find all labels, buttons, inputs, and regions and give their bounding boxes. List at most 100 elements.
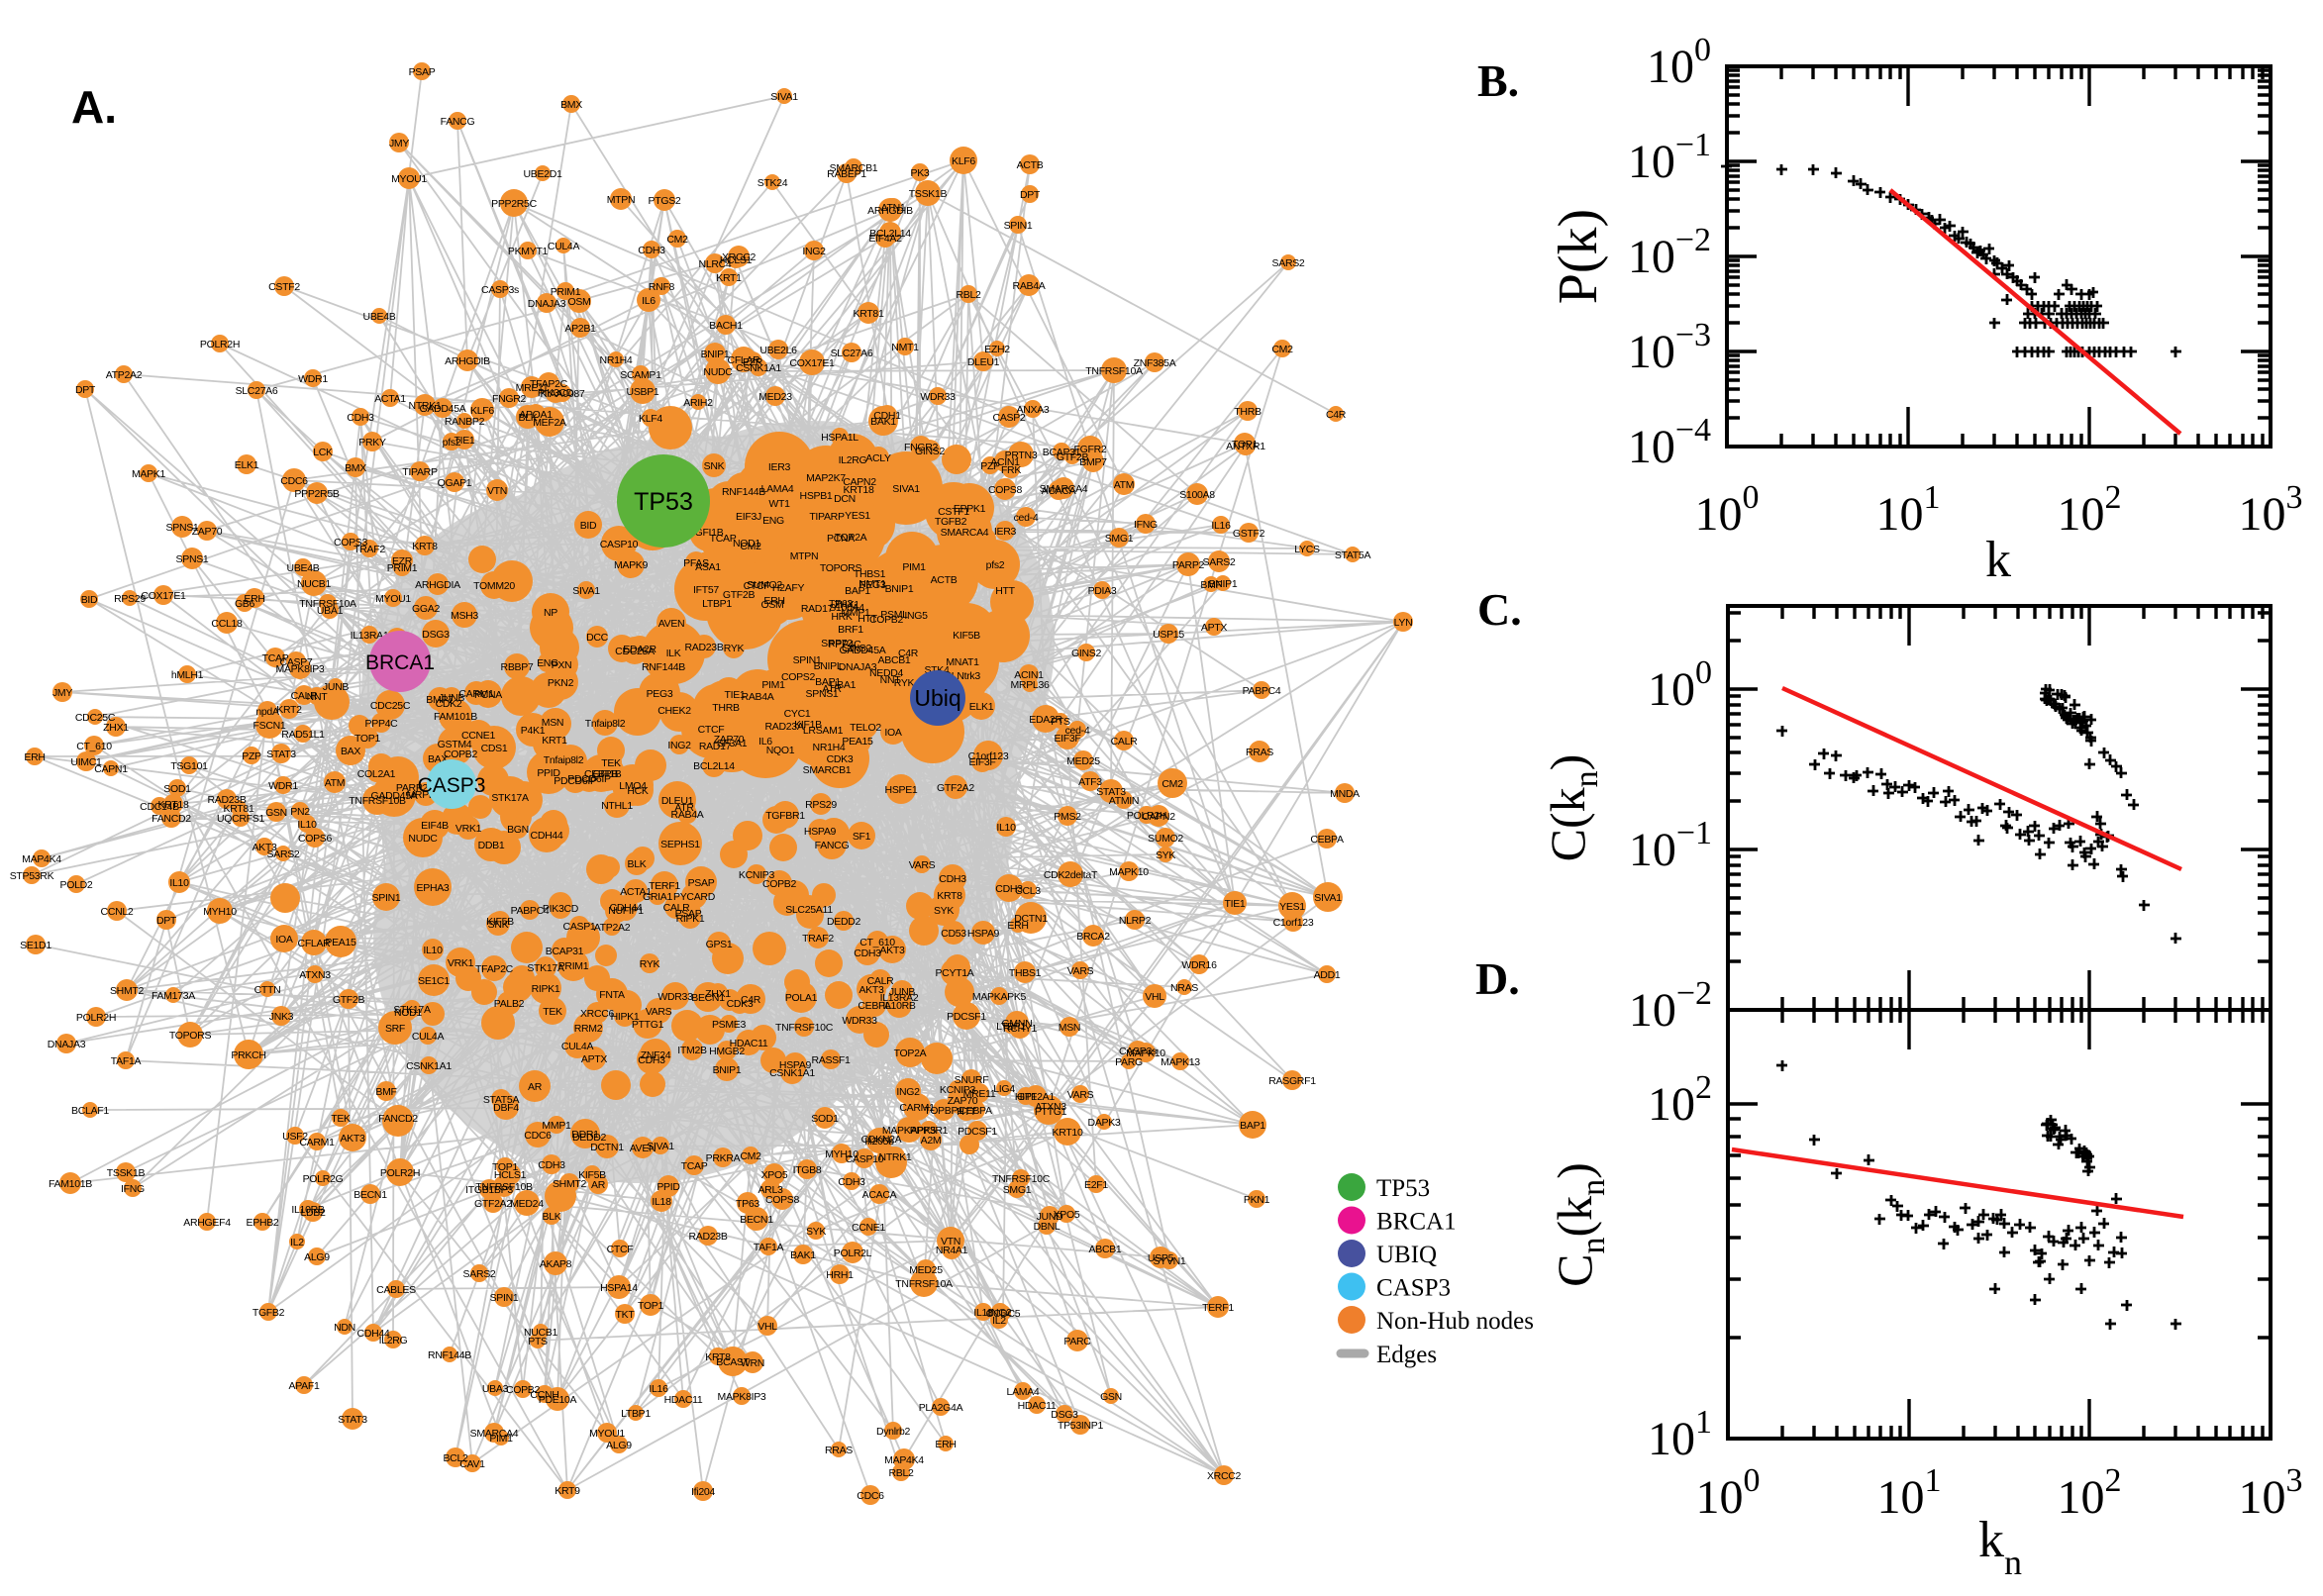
- svg-text:CASP2: CASP2: [993, 412, 1026, 424]
- svg-text:MAP2K7: MAP2K7: [806, 472, 846, 484]
- svg-text:ARHGDIA: ARHGDIA: [415, 579, 460, 591]
- svg-text:PTTG1: PTTG1: [632, 1019, 664, 1031]
- svg-text:C1orf123: C1orf123: [968, 750, 1009, 762]
- svg-text:ANTXR1: ANTXR1: [1226, 441, 1265, 452]
- svg-text:PCNA: PCNA: [474, 689, 502, 701]
- svg-text:BMP7: BMP7: [1079, 456, 1107, 468]
- svg-text:BRCA1: BRCA1: [1376, 1209, 1457, 1236]
- svg-text:ACTB: ACTB: [931, 574, 958, 586]
- svg-text:KRT8: KRT8: [705, 1351, 731, 1363]
- svg-text:USBP1: USBP1: [627, 386, 659, 398]
- svg-text:JUNB: JUNB: [323, 681, 350, 693]
- svg-text:FNGR2: FNGR2: [904, 442, 939, 453]
- svg-text:FSCN1: FSCN1: [253, 720, 286, 732]
- svg-text:CDH3: CDH3: [638, 245, 665, 256]
- svg-text:HCLS1: HCLS1: [494, 1169, 527, 1181]
- svg-text:WRN: WRN: [741, 1357, 764, 1369]
- svg-text:SNK: SNK: [488, 919, 509, 931]
- svg-text:AKT3: AKT3: [858, 984, 884, 996]
- svg-text:SIVA1: SIVA1: [892, 483, 920, 495]
- svg-text:CARM1: CARM1: [458, 688, 494, 700]
- svg-text:RAD51L1: RAD51L1: [281, 729, 325, 741]
- svg-text:CALR: CALR: [867, 975, 895, 987]
- svg-text:CABLES: CABLES: [376, 1284, 416, 1296]
- svg-text:PRKY: PRKY: [358, 437, 386, 449]
- svg-text:OSM: OSM: [760, 599, 783, 611]
- svg-text:SYK: SYK: [806, 1226, 826, 1238]
- svg-text:COPB2: COPB2: [506, 1384, 541, 1396]
- svg-text:DPT: DPT: [156, 915, 177, 927]
- svg-text:S100A8: S100A8: [1179, 489, 1215, 501]
- svg-text:MAPKAPK5: MAPKAPK5: [972, 991, 1027, 1003]
- svg-text:PFAS: PFAS: [683, 557, 709, 569]
- svg-text:ITM2B: ITM2B: [677, 1045, 707, 1056]
- svg-text:NLRP2: NLRP2: [1119, 915, 1152, 927]
- svg-text:EIF4A2: EIF4A2: [868, 233, 902, 245]
- svg-text:THRB: THRB: [712, 702, 740, 714]
- svg-text:PEG3: PEG3: [647, 688, 673, 700]
- svg-text:GTF2A2: GTF2A2: [474, 1198, 512, 1210]
- svg-text:CM2: CM2: [740, 1150, 761, 1162]
- svg-text:S100A4: S100A4: [829, 602, 864, 614]
- svg-text:CM2: CM2: [1162, 778, 1183, 790]
- svg-text:ATR: ATR: [822, 683, 842, 695]
- svg-text:HTT: HTT: [995, 585, 1015, 597]
- svg-text:DPT: DPT: [1020, 189, 1041, 201]
- svg-text:TCAP: TCAP: [710, 533, 737, 545]
- svg-text:CASP3s: CASP3s: [1119, 1046, 1157, 1057]
- svg-text:ARHGEF4: ARHGEF4: [183, 1217, 231, 1229]
- svg-text:MEF2A: MEF2A: [533, 417, 566, 429]
- svg-text:RCHY1: RCHY1: [1003, 1023, 1038, 1035]
- svg-text:TGFB2: TGFB2: [935, 516, 967, 528]
- svg-text:JUND: JUND: [1037, 1211, 1064, 1223]
- svg-text:VARS: VARS: [909, 859, 936, 871]
- svg-text:SPIN1: SPIN1: [793, 654, 822, 666]
- svg-text:STK17A: STK17A: [393, 1004, 431, 1016]
- svg-text:TELO2: TELO2: [850, 722, 881, 734]
- svg-text:PRIM1: PRIM1: [558, 960, 589, 972]
- svg-text:CDK2deltaT: CDK2deltaT: [1044, 869, 1098, 881]
- svg-text:BCL2: BCL2: [443, 1452, 468, 1464]
- svg-text:GADD45A: GADD45A: [420, 403, 466, 415]
- svg-text:IL16: IL16: [1211, 520, 1231, 532]
- svg-text:AVEN: AVEN: [658, 618, 685, 630]
- svg-text:COPS8: COPS8: [765, 1194, 800, 1206]
- svg-text:POLR2G: POLR2G: [303, 1173, 344, 1185]
- svg-text:PPP4C: PPP4C: [829, 639, 862, 650]
- svg-text:NOD1: NOD1: [733, 538, 760, 549]
- svg-text:CAPN2: CAPN2: [843, 476, 876, 488]
- svg-text:MED24: MED24: [510, 1198, 544, 1210]
- svg-text:TAF1A: TAF1A: [754, 1242, 784, 1253]
- svg-text:TIE1: TIE1: [1225, 898, 1246, 910]
- svg-text:AR: AR: [591, 1179, 606, 1191]
- svg-text:TOPORS: TOPORS: [169, 1030, 212, 1042]
- svg-text:ATP2A2: ATP2A2: [594, 922, 631, 934]
- svg-text:100: 100: [1695, 479, 1760, 541]
- svg-text:GTF2A2: GTF2A2: [937, 782, 974, 794]
- svg-text:RBL2: RBL2: [888, 1467, 914, 1479]
- svg-text:CASP1: CASP1: [563, 921, 596, 933]
- svg-text:PIM1: PIM1: [902, 561, 926, 573]
- svg-text:ZAP70: ZAP70: [948, 1095, 978, 1107]
- svg-text:KLF6: KLF6: [470, 405, 494, 417]
- svg-text:TNFRSF10C: TNFRSF10C: [775, 1022, 834, 1034]
- svg-text:ZHX1: ZHX1: [705, 988, 731, 1000]
- svg-text:CALR: CALR: [1111, 736, 1139, 748]
- svg-text:KIF5B: KIF5B: [953, 630, 980, 642]
- svg-text:NP: NP: [544, 607, 557, 619]
- svg-text:RASSF1: RASSF1: [811, 1054, 851, 1066]
- svg-text:SPIN1: SPIN1: [1004, 220, 1033, 232]
- svg-text:XRCC2: XRCC2: [722, 251, 757, 263]
- svg-text:10−1: 10−1: [1628, 127, 1711, 188]
- svg-text:BAP1: BAP1: [845, 585, 870, 597]
- svg-text:HSPE1: HSPE1: [885, 784, 918, 796]
- svg-text:GADD45A: GADD45A: [840, 645, 886, 656]
- svg-text:HMGB2: HMGB2: [709, 1046, 745, 1057]
- svg-text:CSTF2: CSTF2: [268, 281, 300, 293]
- svg-text:EPHB2: EPHB2: [247, 1217, 279, 1229]
- svg-text:POLR2L: POLR2L: [834, 1247, 872, 1259]
- svg-text:PN2: PN2: [290, 806, 310, 818]
- svg-text:TOP2A: TOP2A: [894, 1047, 927, 1059]
- svg-text:TOP1: TOP1: [1232, 439, 1258, 450]
- svg-text:IL2RG: IL2RG: [839, 454, 867, 466]
